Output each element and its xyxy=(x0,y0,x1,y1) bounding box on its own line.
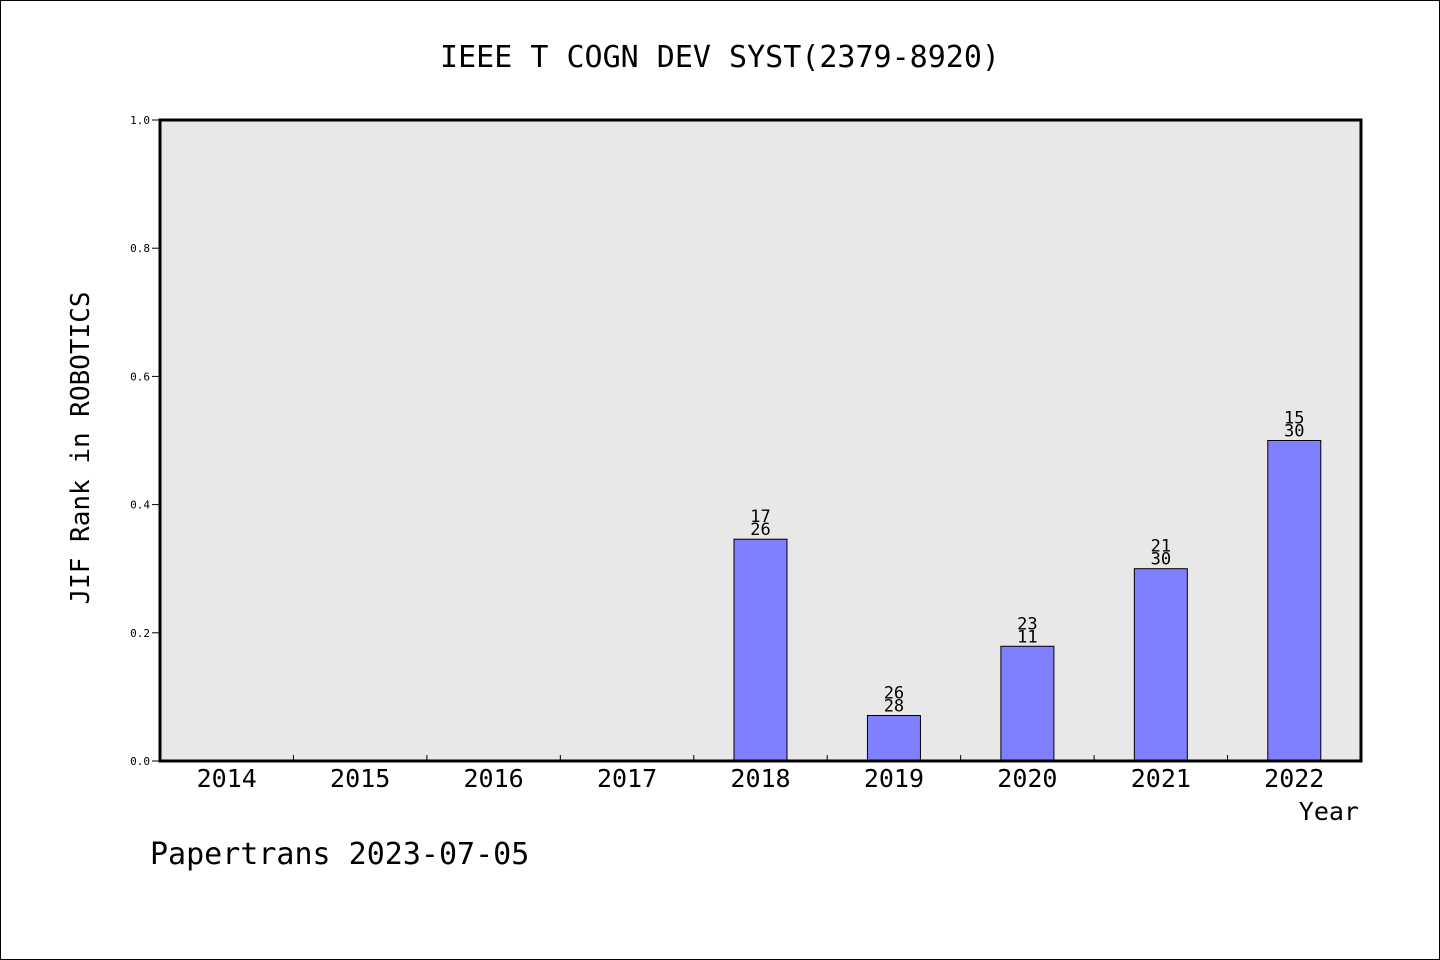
y-tick-label: 0.6 xyxy=(130,370,150,383)
x-tick-label: 2014 xyxy=(197,764,257,793)
bar-label-top: 17 xyxy=(750,507,770,527)
bar xyxy=(866,714,921,762)
bar-label-bottom: 28 xyxy=(884,696,904,716)
x-tick-label: 2016 xyxy=(464,764,524,793)
x-tick-label: 2015 xyxy=(330,764,390,793)
y-axis-label: JIF Rank in ROBOTICS xyxy=(66,291,96,604)
y-tick-label: 1.0 xyxy=(130,114,150,127)
x-tick-label: 2018 xyxy=(730,764,790,793)
x-tick-label: 2020 xyxy=(997,764,1057,793)
y-tick-label: 0.2 xyxy=(130,627,150,640)
x-tick-label: 2017 xyxy=(597,764,657,793)
y-tick-label: 0.4 xyxy=(130,499,150,512)
bar-label-bottom: 11 xyxy=(1017,627,1037,647)
y-tick-label: 0.0 xyxy=(130,755,150,768)
chart-title: IEEE T COGN DEV SYST(2379-8920) xyxy=(440,40,1000,75)
x-tick-label: 2019 xyxy=(864,764,924,793)
y-axis: 0.0 0.2 0.4 0.6 0.8 1.0 xyxy=(130,114,160,768)
bar-label-bottom: 30 xyxy=(1151,550,1171,570)
bar xyxy=(1000,645,1055,762)
bar-label-top: 23 xyxy=(1017,614,1037,634)
y-tick-label: 0.8 xyxy=(130,242,150,255)
x-tick-label: 2021 xyxy=(1131,764,1191,793)
bar-label-top: 15 xyxy=(1284,409,1304,429)
bar-group xyxy=(733,440,1322,762)
bar xyxy=(733,538,788,762)
x-axis: 2014 2015 2016 2017 2018 2019 2020 2021 2022 xyxy=(197,755,1324,793)
bar-label-bottom: 30 xyxy=(1284,422,1304,442)
bar-label-bottom: 26 xyxy=(750,520,770,540)
footer-credit: Papertrans 2023-07-05 xyxy=(150,837,529,872)
bar-label-top: 21 xyxy=(1151,537,1171,557)
bar-label-top: 26 xyxy=(884,683,904,703)
bar xyxy=(1133,568,1188,762)
plot-border xyxy=(158,118,1363,763)
x-tick-label: 2022 xyxy=(1264,764,1324,793)
bar xyxy=(1267,440,1322,762)
x-axis-label: Year xyxy=(1299,797,1359,826)
